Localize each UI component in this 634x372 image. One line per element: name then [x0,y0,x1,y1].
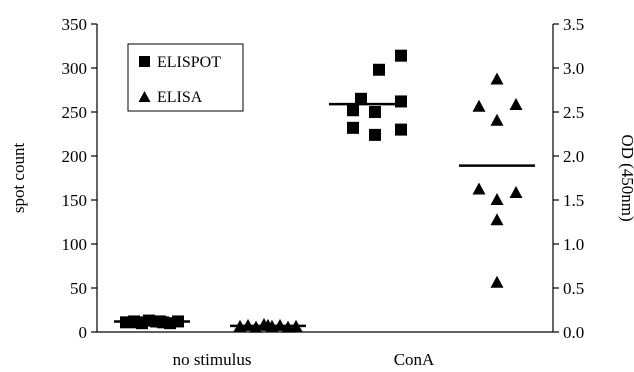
left-tick-label: 50 [70,279,87,298]
point-elisa-cona [490,213,504,226]
category-label-no-stimulus: no stimulus [173,350,252,369]
point-elispot-cona [395,95,407,108]
point-elisa-cona [490,193,504,205]
point-elisa-cona [472,182,486,195]
point-elispot-cona [395,123,407,136]
legend-triangle-marker [138,91,151,102]
point-elisa-cona [490,72,504,85]
point-elispot-cona [373,63,385,76]
point-elisa-no-stimulus [273,318,287,331]
point-elispot-cona [347,104,359,117]
left-tick-label: 150 [62,191,88,210]
left-tick-label: 350 [62,15,88,34]
right-tick-label: 0.5 [563,279,584,298]
right-tick-label: 1.0 [563,235,584,254]
point-elispot-no-stimulus [132,316,144,329]
point-elisa-cona [509,185,523,198]
point-elispot-cona [395,49,407,62]
left-tick-label: 100 [62,235,88,254]
right-tick-label: 3.5 [563,15,584,34]
left-axis-title: spot count [9,143,28,214]
point-elisa-cona [472,99,486,112]
right-tick-label: 1.5 [563,191,584,210]
right-tick-label: 2.0 [563,147,584,166]
point-elispot-cona [369,128,381,141]
legend: ELISPOT ELISA [127,43,244,112]
category-label-cona: ConA [394,350,435,369]
left-tick-label: 0 [79,323,88,342]
right-axis-title: OD (450nm) [618,134,634,221]
point-elisa-cona [490,275,504,288]
legend-label-elisa: ELISA [157,89,203,106]
right-axis-ticks: 0.0 0.5 1.0 1.5 2.0 2.5 3.0 3.5 [553,15,584,342]
point-elispot-no-stimulus [172,315,184,328]
point-elispot-cona [369,106,381,118]
data-marks [114,49,535,333]
right-tick-label: 0.0 [563,323,584,342]
point-elisa-cona [490,113,504,126]
left-tick-label: 250 [62,103,88,122]
plot-frame [96,24,554,333]
legend-label-elispot: ELISPOT [157,54,221,71]
right-tick-label: 3.0 [563,59,584,78]
point-elispot-cona [347,121,359,134]
point-elisa-cona [509,97,523,110]
point-elispot-cona [355,92,367,105]
point-elisa-no-stimulus [289,319,303,332]
left-tick-label: 200 [62,147,88,166]
point-elispot-no-stimulus [154,315,166,328]
point-elisa-no-stimulus [241,318,255,331]
right-tick-label: 2.5 [563,103,584,122]
point-elisa-no-stimulus [261,318,275,331]
left-axis-ticks: 0 50 100 150 200 250 300 350 [62,15,97,342]
left-tick-label: 300 [62,59,88,78]
legend-square-marker [139,56,150,67]
